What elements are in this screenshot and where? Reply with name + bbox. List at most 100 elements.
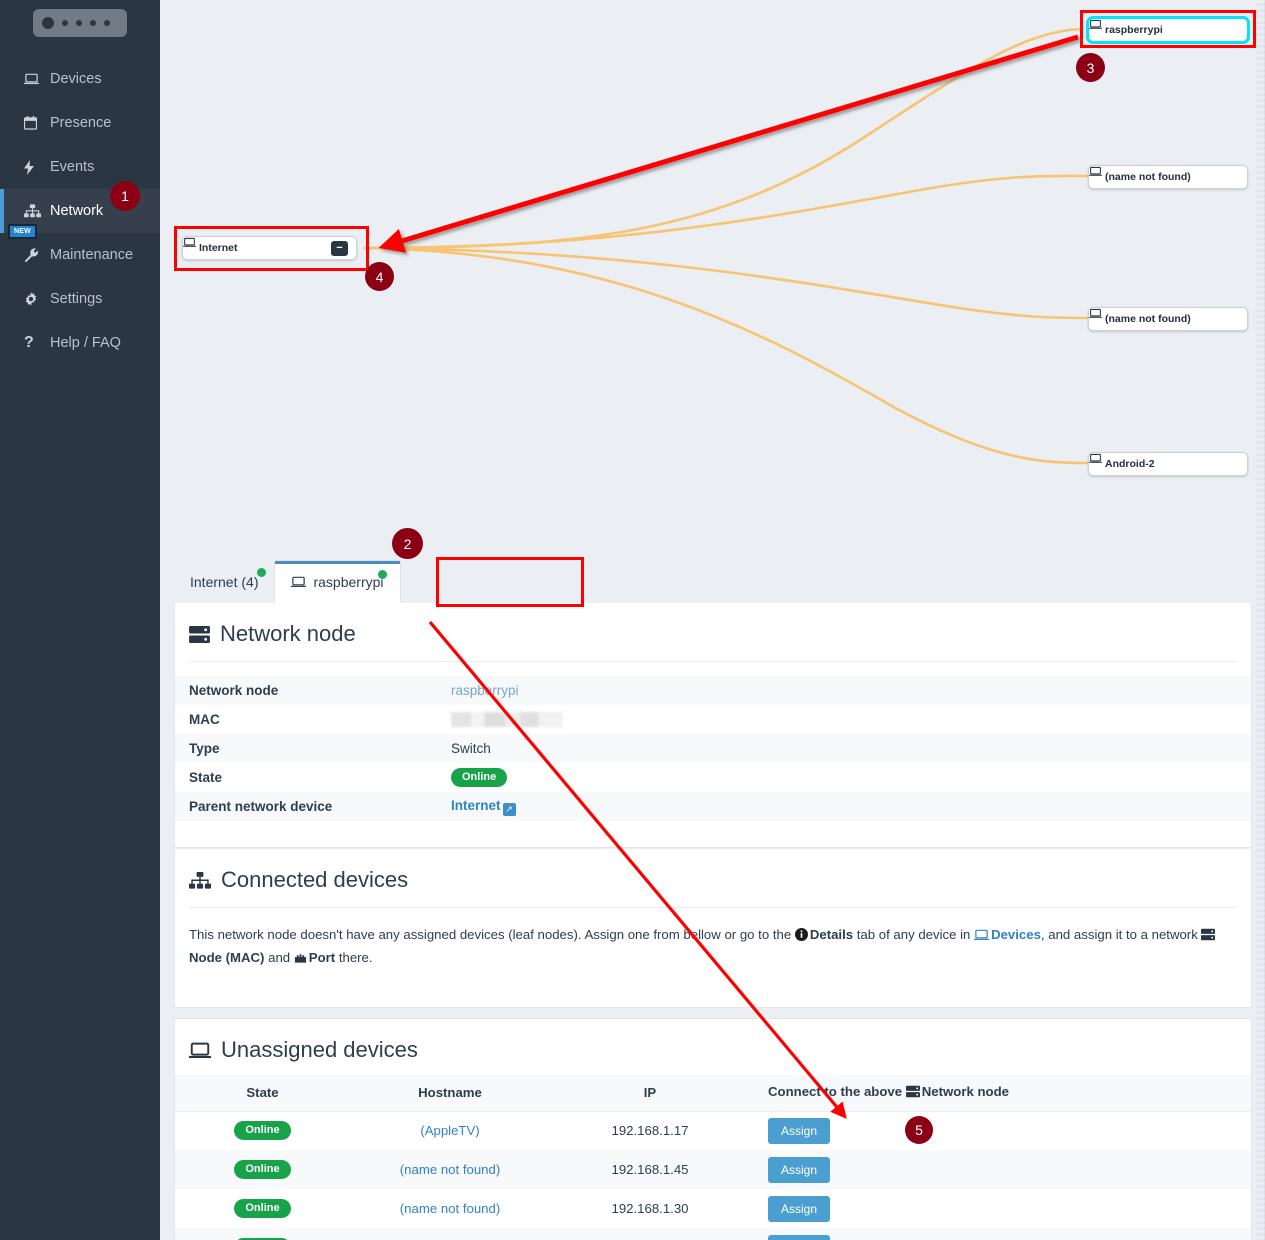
cell-action: Assign (750, 1228, 1251, 1240)
message-part-3: , and assign it to a network (1040, 927, 1202, 942)
row-value: raspberrypi (437, 676, 1251, 705)
cell-hostname: (name not found) (350, 1228, 550, 1240)
network-node-name[interactable]: raspberrypi (451, 683, 519, 698)
status-badge: Online (234, 1159, 291, 1180)
new-badge: NEW (8, 224, 37, 239)
node-mac-label: Node (MAC) (189, 950, 265, 966)
map-node-label: Internet (199, 242, 238, 254)
section-title: Connected devices (221, 867, 409, 892)
table-row: Network node raspberrypi (175, 676, 1251, 705)
message-part-4: and (264, 950, 294, 966)
sidebar-item-label: Maintenance (50, 247, 134, 263)
sidebar-item-maintenance[interactable]: NEW Maintenance (0, 224, 160, 277)
main-content: Internet − raspberrypi (name not found) (160, 0, 1265, 1240)
map-node-label: (name not found) (1105, 313, 1191, 325)
cell-state: Online (175, 1150, 350, 1189)
annotation-badge-1: 1 (110, 181, 140, 211)
hostname-link[interactable]: (name not found) (399, 1201, 501, 1216)
cell-ip: 192.168.1.17 (611, 1123, 689, 1139)
status-badge: Online (234, 1237, 291, 1240)
unassigned-devices-table: State Hostname IP Connect to the above N… (175, 1075, 1251, 1240)
cell-ip: 192.168.1.45 (611, 1162, 689, 1177)
server-icon (1201, 926, 1216, 947)
map-node-label: raspberrypi (1105, 24, 1163, 36)
connected-devices-empty-message: This network node doesn't have any assig… (175, 908, 1251, 971)
laptop-icon (24, 73, 46, 85)
connected-devices-card: Connected devices This network node does… (174, 848, 1252, 1008)
annotation-badge-5: 5 (905, 1116, 933, 1144)
map-node-android-2[interactable]: Android-2 (1088, 452, 1248, 476)
sitemap-icon (24, 204, 46, 218)
sidebar-item-presence[interactable]: Presence (0, 101, 160, 145)
assign-button[interactable]: Assign (768, 1195, 831, 1222)
sidebar-item-devices[interactable]: Devices (0, 57, 160, 101)
sidebar-item-label: Devices (50, 71, 102, 87)
gear-icon (24, 292, 46, 306)
question-icon: ? (24, 334, 34, 351)
table-row: Online (name not found) 192.168.1.57 Ass… (175, 1228, 1251, 1240)
sidebar-nav: Devices Presence Events Network (0, 57, 160, 365)
collapse-toggle-button[interactable]: − (331, 240, 348, 256)
hostname-link[interactable]: (AppleTV) (420, 1123, 480, 1139)
network-node-card: Network node Network node raspberrypi MA… (174, 603, 1252, 848)
cell-hostname: (name not found) (350, 1150, 550, 1189)
cell-ip: 192.168.1.57 (550, 1228, 750, 1240)
laptop-icon (291, 576, 307, 588)
calendar-icon (24, 116, 46, 130)
table-row: MAC (175, 705, 1251, 734)
server-icon (905, 1085, 920, 1101)
column-header-hostname[interactable]: Hostname (350, 1075, 550, 1112)
row-key: MAC (189, 712, 220, 727)
divider (189, 661, 1237, 662)
table-row: Online (AppleTV) 192.168.1.17 Assign (175, 1111, 1251, 1150)
status-badge: Online (234, 1198, 291, 1219)
details-label: Details (809, 927, 854, 942)
tab-internet[interactable]: Internet (4) (174, 560, 274, 604)
network-node-table: Network node raspberrypi MAC Type Switch… (175, 676, 1251, 821)
table-row: Parent network device Internet ↗ (175, 792, 1251, 821)
info-icon (794, 926, 808, 947)
assign-button[interactable]: Assign (768, 1156, 831, 1183)
map-node-unnamed-2[interactable]: (name not found) (1088, 307, 1248, 331)
sidebar-item-events[interactable]: Events (0, 145, 160, 189)
page-title: Network node (220, 621, 356, 646)
assign-button[interactable]: Assign (768, 1234, 831, 1240)
row-key: Network node (189, 683, 279, 698)
sidebar-item-label: Help / FAQ (50, 335, 121, 351)
map-node-raspberrypi[interactable]: raspberrypi (1086, 16, 1250, 44)
app-logo-redacted (0, 0, 160, 44)
assign-button[interactable]: Assign (768, 1117, 831, 1144)
status-dot-online (257, 568, 267, 577)
connected-devices-title-row: Connected devices (175, 849, 1251, 893)
column-header-connect[interactable]: Connect to the above Network node (750, 1075, 1251, 1112)
laptop-icon (189, 1042, 211, 1059)
cell-state: Online (175, 1111, 350, 1150)
port-icon (294, 949, 307, 970)
mac-address-redacted (451, 711, 563, 727)
table-row: State Online (175, 763, 1251, 792)
sidebar-item-help-faq[interactable]: ? Help / FAQ (0, 321, 160, 365)
unassigned-devices-title-row: Unassigned devices (175, 1019, 1251, 1063)
cell-action: Assign (750, 1150, 1251, 1189)
bolt-icon (24, 159, 46, 175)
laptop-icon (974, 926, 990, 947)
network-node-title-row: Network node (175, 603, 1251, 647)
sidebar-item-label: Network (50, 203, 104, 219)
cell-action: Assign (750, 1189, 1251, 1228)
parent-device-link[interactable]: Internet (451, 797, 501, 813)
column-header-state[interactable]: State (175, 1075, 350, 1112)
map-node-internet[interactable]: Internet − (182, 236, 357, 260)
row-key: Parent network device (189, 799, 333, 814)
sidebar-item-settings[interactable]: Settings (0, 277, 160, 321)
status-dot-online (377, 570, 387, 579)
map-node-unnamed-1[interactable]: (name not found) (1088, 165, 1248, 189)
status-badge: Online (451, 767, 508, 788)
column-header-ip[interactable]: IP (550, 1075, 750, 1112)
sidebar-item-label: Settings (50, 291, 103, 307)
row-value: Online (437, 763, 1251, 792)
hostname-link[interactable]: (name not found) (399, 1162, 501, 1177)
devices-link[interactable]: Devices (991, 927, 1041, 942)
table-row: Online (name not found) 192.168.1.30 Ass… (175, 1189, 1251, 1228)
tab-raspberrypi[interactable]: raspberrypi (274, 560, 401, 604)
